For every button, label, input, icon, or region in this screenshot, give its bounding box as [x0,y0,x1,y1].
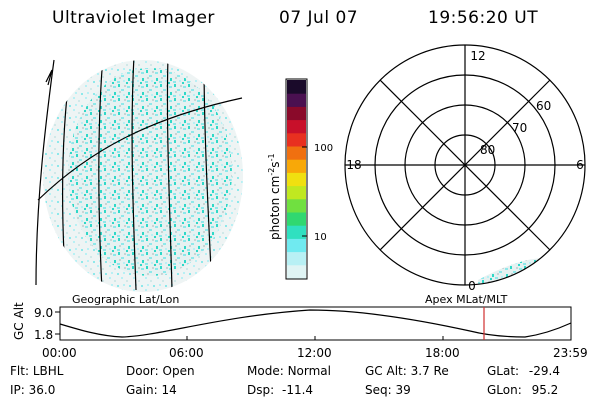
info-seq: Seq: 39 [365,383,411,397]
colorbar-band [287,93,306,107]
color-scale-bar [285,78,308,280]
colorbar-band [287,106,306,121]
latitude-line [37,97,243,201]
colorbar-tick-10: 10 [314,232,327,243]
colorbar-tick-100: 100 [314,143,333,154]
colorbar-band [287,251,306,266]
gc-alt-max: 9.0 [34,306,53,320]
info-glon: GLon: 95.2 [487,383,559,397]
info-mode: Mode: Normal [247,364,331,378]
observation-date: 07 Jul 07 [279,8,359,28]
colorbar-band [287,172,306,187]
geographic-image [35,59,243,292]
colorbar-band [287,225,306,239]
info-gain: Gain: 14 [126,383,177,397]
observation-time: 19:56:20 UT [428,8,539,28]
lat-label-60: 60 [536,99,551,113]
longitude-line-outer [35,59,55,286]
info-ip: IP: 36.0 [10,383,56,397]
time-tick-1200: 12:00 [297,346,332,360]
info-door: Door: Open [126,364,195,378]
gc-alt-axis-label: GC Alt [12,302,26,340]
time-tick-0000: 00:00 [42,346,77,360]
gc-alt-min: 1.8 [34,328,53,342]
colorbar-band [287,146,306,160]
geographic-plot-label: Geographic Lat/Lon [72,293,180,306]
lat-label-70: 70 [512,121,527,135]
polar-plot [344,44,586,286]
mlt-label-12: 12 [470,49,485,63]
colorbar-band [287,119,306,134]
direction-arrow-icon [45,69,53,86]
colorbar-band [287,80,306,94]
colorbar-band [287,159,306,173]
lat-lon-grid [61,60,213,291]
colorbar-band [287,198,306,213]
colorbar-band [287,238,306,253]
info-gc-alt: GC Alt: 3.7 Re [365,364,449,378]
lat-label-80: 80 [480,143,495,157]
time-tick-1800: 18:00 [425,346,460,360]
apex-plot-label: Apex MLat/MLT [425,293,508,306]
altitude-curve [59,309,572,338]
time-tick-0600: 06:00 [169,346,204,360]
colorbar-unit-label: photon cm-2s-1 [267,153,282,240]
mlt-label-6: 6 [576,158,584,172]
colorbar-band [287,212,306,226]
info-dsp: Dsp: -11.4 [247,383,314,397]
instrument-title: Ultraviolet Imager [52,8,215,28]
colorbar-band [287,132,306,147]
time-tick-2359: 23:59 [553,346,588,360]
info-glat: GLat: -29.4 [487,364,560,378]
colorbar-band [287,185,306,200]
altitude-timeline [55,306,572,341]
info-filter: Flt: LBHL [10,364,64,378]
mlt-label-18: 18 [346,158,361,172]
colorbar-band [287,264,306,279]
mlt-label-0: 0 [468,279,476,293]
